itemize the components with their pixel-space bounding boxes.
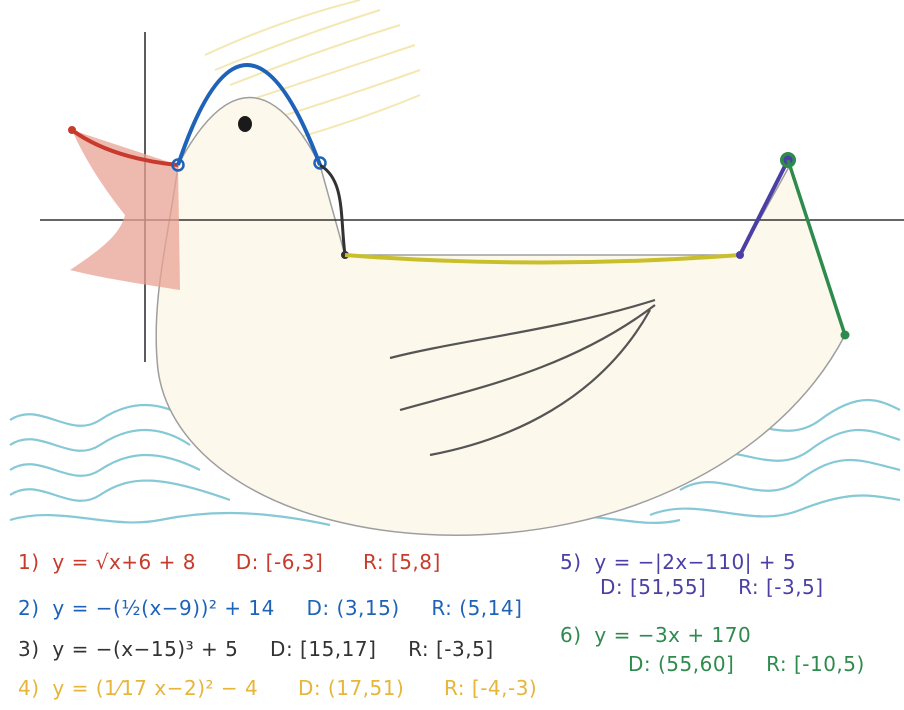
sun-rays [204,0,421,141]
equation-5-range: R: [-3,5] [738,575,824,599]
equation-6-number: 6) [560,623,582,647]
head-start-point [171,158,185,172]
equation-4-number: 4) [18,676,40,700]
equation-5: 5) y = −|2x−110| + 5 [560,550,796,574]
equation-4-range: R: [-4,-3) [444,676,538,700]
equation-1-formula: y = √x+6 + 8 [52,550,196,574]
equation-1-range: R: [5,8] [363,550,441,574]
beak-shading [70,130,180,290]
equation-1-number: 1) [18,550,40,574]
equation-4-domain: D: (17,51) [297,676,405,700]
head-end-point [313,156,327,170]
equation-2-range: R: (5,14] [431,596,523,620]
duck-eye [238,116,252,132]
equation-2-domain: D: (3,15) [306,596,400,620]
neck-curve [319,163,347,256]
equation-1: 1) y = √x+6 + 8 D: [-6,3] R: [5,8] [18,550,441,574]
tail-down-line [786,159,847,336]
beak-curve [70,128,179,167]
equation-3: 3) y = −(x−15)³ + 5 D: [15,17] R: [-3,5] [18,637,494,661]
equation-6: 6) y = −3x + 170 [560,623,751,647]
equation-6-domain: D: (55,60] [628,652,735,676]
back-curve [344,253,741,265]
equation-5-number: 5) [560,550,582,574]
equation-4-formula: y = (1⁄17 x−2)² − 4 [52,676,259,700]
duck-body [155,96,846,536]
tail-end-point [840,330,850,340]
equation-3-range: R: [-3,5] [408,637,494,661]
beak-tip-point [68,126,76,134]
tail-up-line [738,159,790,256]
equation-5-domain-range: D: [51,55] R: [-3,5] [600,575,824,599]
equation-6-domain-range: D: (55,60] R: [-10,5) [628,652,865,676]
equation-5-domain: D: [51,55] [600,575,707,599]
equation-6-formula: y = −3x + 170 [594,623,752,647]
equation-2: 2) y = −(½(x−9))² + 14 D: (3,15) R: (5,1… [18,596,522,620]
equation-4: 4) y = (1⁄17 x−2)² − 4 D: (17,51) R: [-4… [18,676,537,700]
equation-3-formula: y = −(x−15)³ + 5 [52,637,239,661]
equation-1-domain: D: [-6,3] [235,550,324,574]
equation-2-number: 2) [18,596,40,620]
equation-5-formula: y = −|2x−110| + 5 [594,550,797,574]
duck-wing [389,298,656,457]
head-curve [176,63,322,166]
equation-2-formula: y = −(½(x−9))² + 14 [52,596,275,620]
equation-6-range: R: [-10,5) [766,652,865,676]
equation-3-number: 3) [18,637,40,661]
equation-3-domain: D: [15,17] [270,637,377,661]
